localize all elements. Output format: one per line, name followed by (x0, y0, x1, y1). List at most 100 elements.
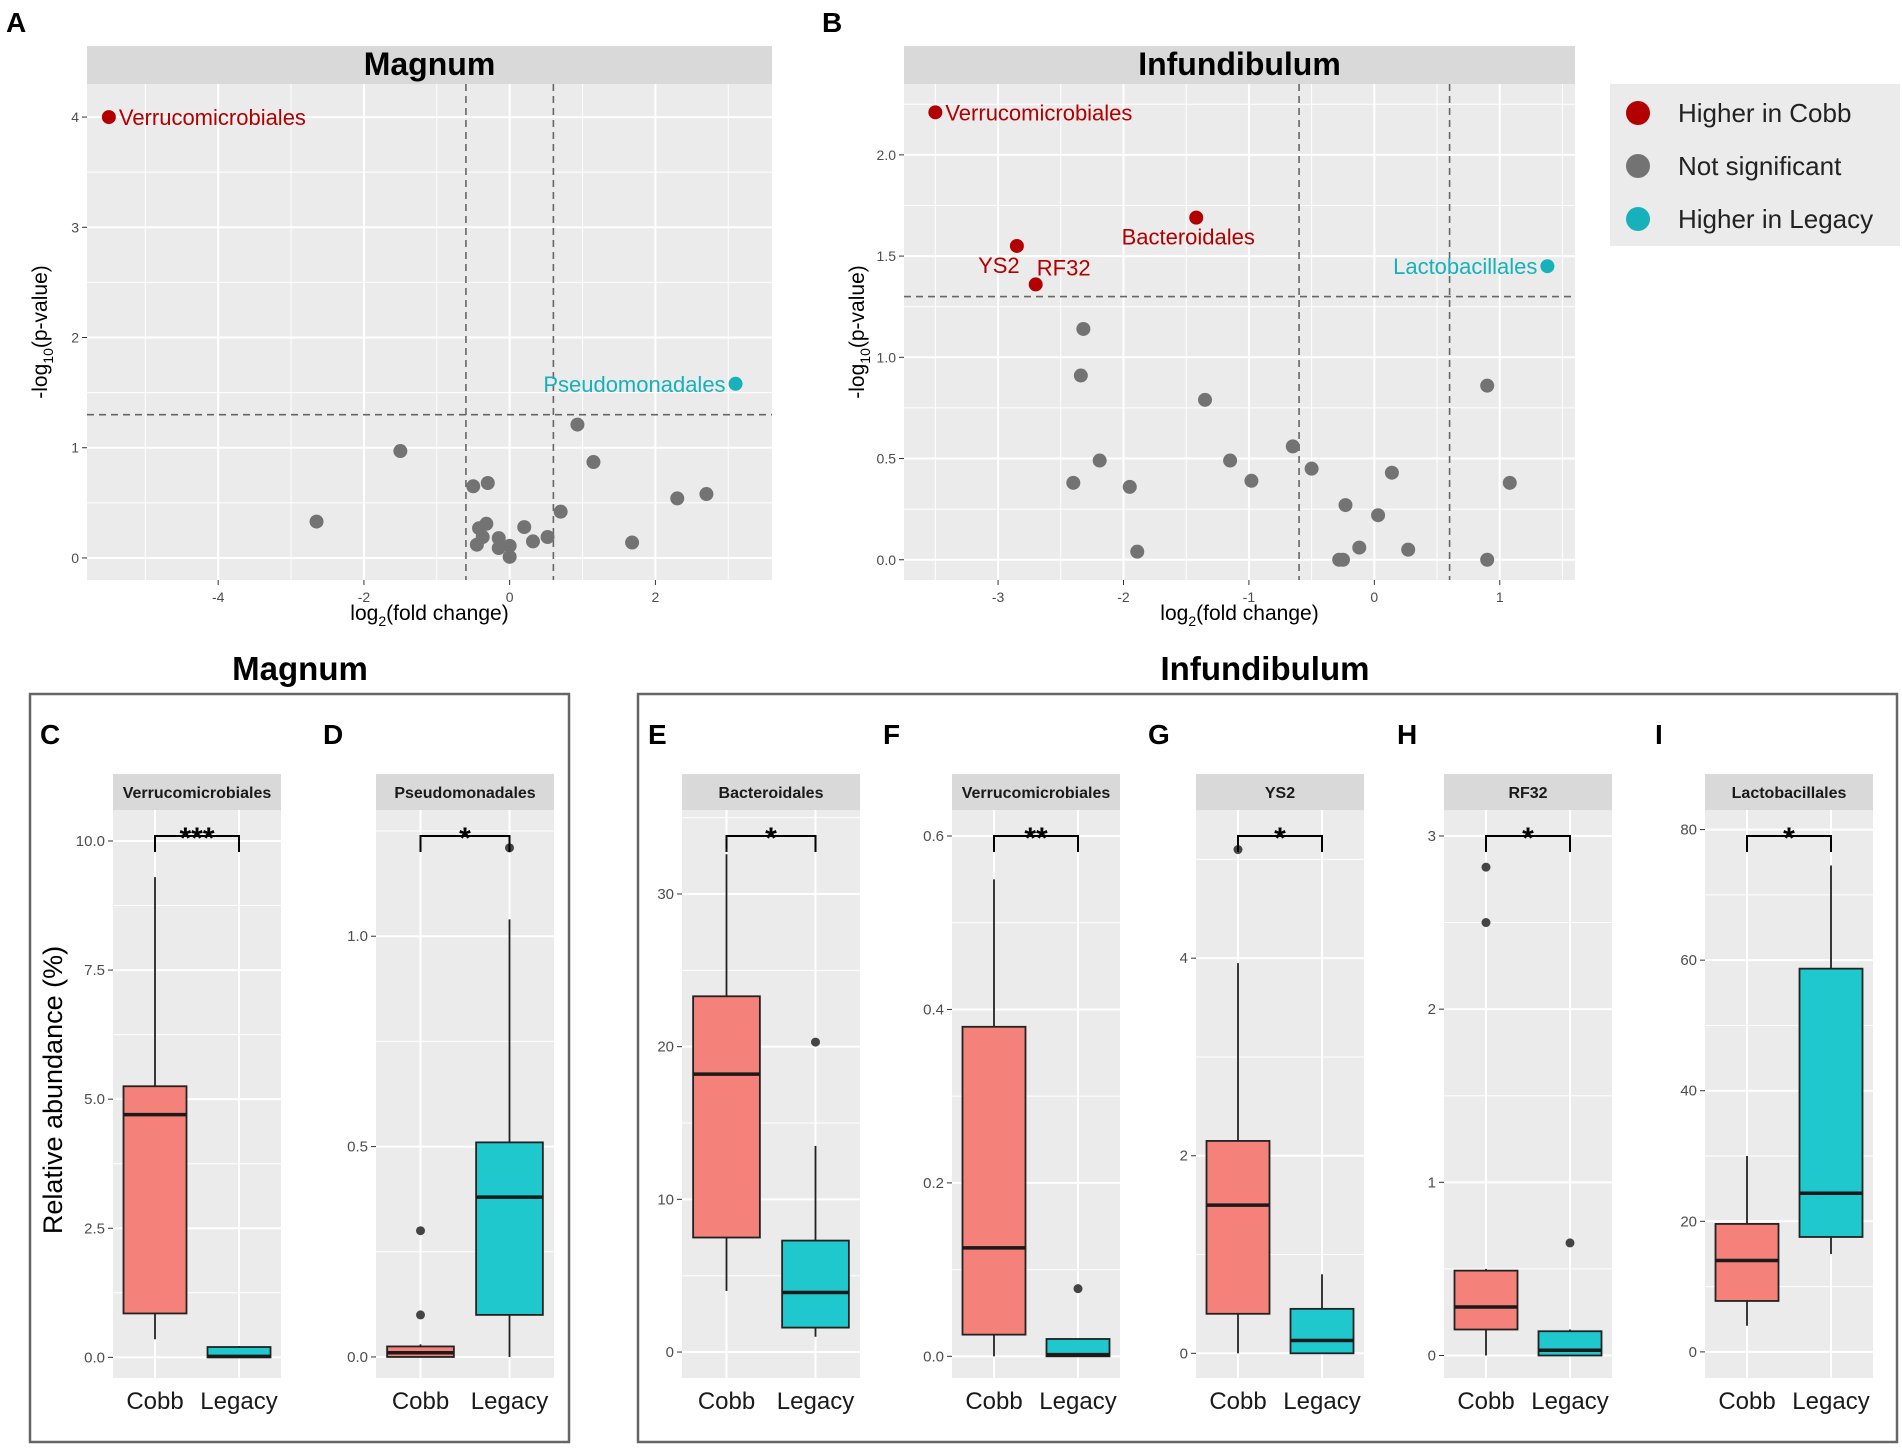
data-point-legacy (1540, 259, 1555, 274)
magnum-frame (28, 692, 571, 1444)
box-cobb (1453, 1269, 1519, 1331)
point-label: Verrucomicrobiales (119, 105, 306, 130)
facet-strip (904, 46, 1575, 84)
box-legacy (1798, 967, 1864, 1238)
y-axis-title-main: -log (846, 364, 869, 399)
y-tick-label: 0.0 (877, 552, 897, 568)
y-tick-label: 0.0 (347, 1349, 368, 1366)
data-point-ns (1122, 479, 1137, 494)
x-tick-label: -2 (358, 589, 371, 605)
data-point-ns (1480, 378, 1495, 393)
x-tick-label: 1 (1496, 589, 1504, 605)
plot-panel (87, 84, 772, 580)
data-point-ns (491, 541, 506, 556)
group-label: Cobb (1209, 1388, 1266, 1415)
box-panel-e: E Bacteroidales 0 10 20 30 Cobb Legacy * (648, 719, 860, 1415)
data-point-ns (1352, 540, 1367, 555)
group-label: Legacy (200, 1388, 277, 1415)
legend-key-ns (1626, 154, 1650, 178)
significance-stars: *** (179, 822, 214, 855)
y-tick-label: 0.2 (923, 1175, 944, 1192)
panel-letter: H (1397, 719, 1417, 750)
significance-stars: * (1274, 822, 1286, 855)
panel-letter: I (1655, 719, 1663, 750)
y-tick-label: 10 (657, 1191, 674, 1208)
box-legacy (781, 1239, 850, 1329)
box-panel-d: D Pseudomonadales 0.0 0.5 1.0 Cobb Legacy * (323, 719, 554, 1415)
legend-background (1610, 84, 1900, 246)
y-tick-label: 2 (1428, 1001, 1436, 1018)
facet-title: YS2 (1265, 785, 1295, 802)
data-point-ns (586, 455, 601, 470)
significance-bracket (725, 835, 817, 852)
data-point-ns (1198, 392, 1213, 407)
outlier-point (1481, 862, 1491, 872)
legend-key-legacy (1626, 207, 1650, 231)
significance-bracket (1237, 835, 1323, 852)
facet-strip (1444, 774, 1612, 810)
x-axis-title-subscript: 2 (1188, 613, 1196, 629)
data-point-ns (670, 491, 685, 506)
data-point-ns (1066, 475, 1081, 490)
data-point-legacy (728, 376, 743, 391)
group-label: Legacy (777, 1388, 854, 1415)
facet-title: Magnum (364, 46, 496, 82)
facet-strip (113, 774, 281, 810)
outlier-point (811, 1037, 820, 1047)
data-point-ns (570, 417, 585, 432)
y-tick-label: 7.5 (84, 962, 105, 979)
box-panel-c: C Verrucomicrobiales 0.0 2.5 5.0 7.5 10.0 Cobb L… (40, 719, 281, 1415)
y-tick-label: 0.0 (923, 1348, 944, 1365)
y-tick-label: 1 (1428, 1174, 1436, 1191)
y-tick-label: 2 (71, 330, 79, 346)
y-axis-title: -log10(p-value) (846, 265, 873, 398)
y-tick-label: 3 (1428, 828, 1436, 845)
significance-bracket (1746, 835, 1832, 852)
box-cobb (1714, 1223, 1780, 1302)
data-point-ns (1335, 552, 1350, 567)
y-tick-label: 60 (1680, 952, 1697, 969)
y-tick-label: 20 (657, 1039, 674, 1056)
group-label: Cobb (1718, 1388, 1775, 1415)
y-tick-label: 0 (1428, 1347, 1436, 1364)
data-point-ns (1244, 473, 1259, 488)
x-axis-title-rest: (fold change) (386, 602, 509, 625)
y-axis-title-main: -log (29, 364, 52, 399)
significance-stars: * (459, 822, 471, 855)
data-point-cobb (1189, 210, 1204, 225)
facet-strip (376, 774, 554, 810)
data-point-ns (540, 530, 555, 545)
panel-letter: C (40, 719, 60, 750)
significance-stars: ** (1024, 822, 1048, 855)
box-cobb (1205, 1140, 1271, 1315)
x-tick-label: 0 (1370, 589, 1378, 605)
x-axis-title-subscript: 2 (378, 613, 386, 629)
x-tick-label: -2 (1117, 589, 1130, 605)
plot-panel (904, 84, 1575, 580)
y-tick-label: 2 (1180, 1148, 1188, 1165)
facet-strip (1705, 774, 1873, 810)
significance-stars: * (765, 822, 777, 855)
data-point-ns (1371, 508, 1386, 523)
data-point-ns (1384, 465, 1399, 480)
facet-title: Lactobacillales (1732, 785, 1847, 802)
facet-title: Pseudomonadales (394, 785, 535, 802)
y-axis-title: -log10(p-value) (29, 265, 56, 398)
x-axis-title-main: log (1160, 602, 1188, 625)
data-point-ns (393, 444, 408, 459)
panel-letter: A (6, 7, 26, 38)
group-label: Cobb (698, 1388, 755, 1415)
data-point-cobb (1028, 277, 1043, 292)
data-point-ns (1401, 542, 1416, 557)
data-point-ns (1480, 552, 1495, 567)
box-panel-i: I Lactobacillales 0 20 40 60 80 Cobb Legacy * (1655, 719, 1873, 1415)
data-point-ns (1130, 544, 1145, 559)
x-axis-title: log2(fold change) (350, 602, 508, 629)
data-point-ns (1092, 453, 1107, 468)
significance-bracket (419, 835, 511, 852)
point-label: Pseudomonadales (543, 372, 725, 397)
box-legacy (1289, 1307, 1355, 1355)
data-point-ns (1076, 321, 1091, 336)
y-tick-label: 1.5 (877, 248, 897, 264)
panel-letter: D (323, 719, 343, 750)
